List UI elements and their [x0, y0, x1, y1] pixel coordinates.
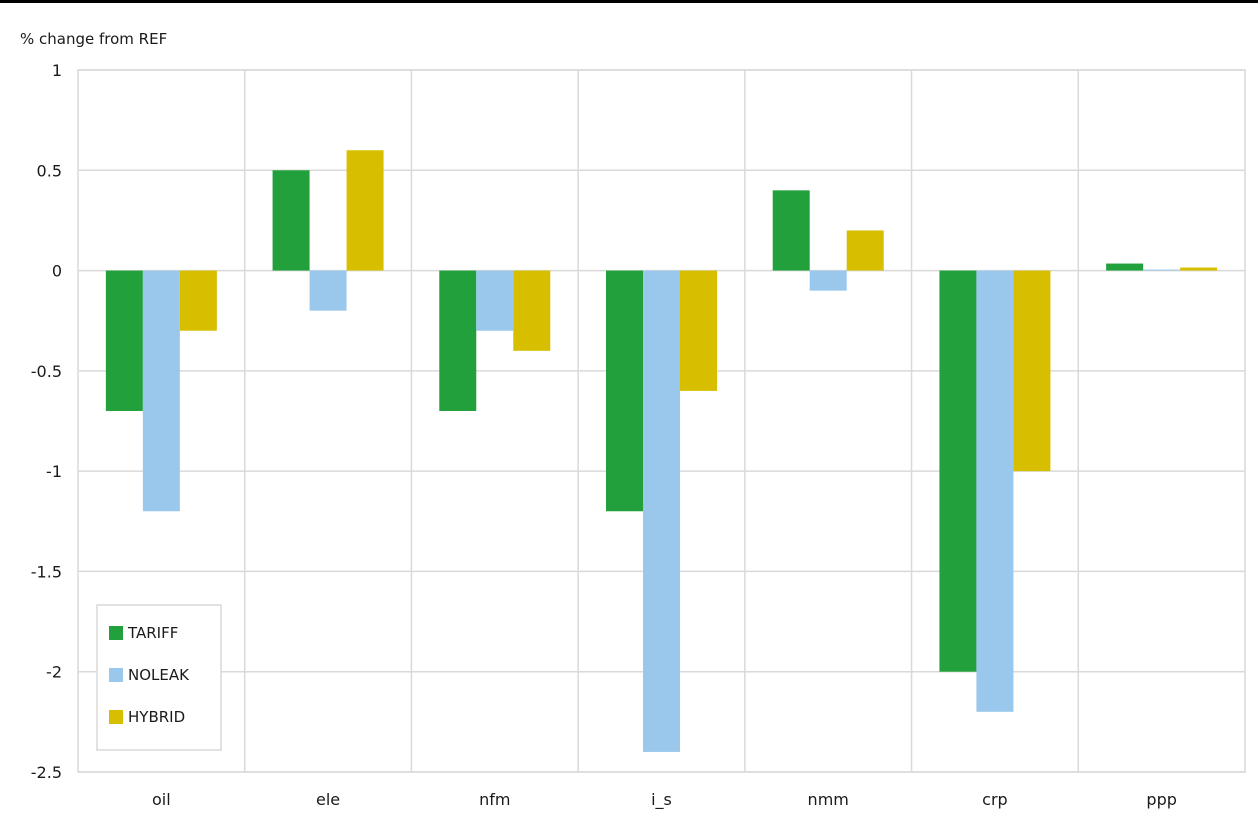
bar-tariff-ele	[272, 170, 310, 271]
x-tick-label: ele	[316, 790, 340, 809]
x-tick-labels: oil ele nfm i_s nmm crp ppp	[152, 790, 1177, 810]
bar-hybrid-nfm	[513, 270, 551, 351]
bar-hybrid-ele	[346, 150, 384, 271]
legend-label-hybrid: HYBRID	[128, 708, 185, 726]
legend-swatch-hybrid	[109, 710, 123, 724]
y-tick-label: -1	[46, 462, 62, 481]
legend-label-tariff: TARIFF	[127, 624, 178, 642]
y-tick-labels: 1 0.5 0 -0.5 -1 -1.5 -2 -2.5	[31, 61, 62, 782]
legend-swatch-noleak	[109, 668, 123, 682]
bar-noleak-crp	[976, 270, 1014, 712]
legend-swatch-tariff	[109, 626, 123, 640]
bar-noleak-nmm	[809, 270, 847, 291]
bar-hybrid-ppp	[1180, 267, 1218, 271]
y-tick-label: 1	[52, 61, 62, 80]
bar-hybrid-i-s	[680, 270, 717, 391]
y-axis-title: % change from REF	[20, 30, 167, 48]
bar-noleak-ele	[309, 270, 347, 311]
bars	[105, 150, 1218, 752]
bar-hybrid-oil	[179, 270, 217, 331]
x-tick-label: crp	[982, 790, 1008, 809]
y-tick-label: -2.5	[31, 763, 62, 782]
bar-hybrid-crp	[1013, 270, 1051, 472]
bar-tariff-oil	[105, 270, 143, 411]
y-tick-label: 0.5	[37, 161, 62, 180]
bar-tariff-nmm	[772, 190, 810, 271]
x-tick-label: oil	[152, 790, 171, 809]
legend-label-noleak: NOLEAK	[128, 666, 190, 684]
x-tick-label: nfm	[479, 790, 510, 809]
bar-tariff-nfm	[439, 270, 477, 411]
bar-tariff-ppp	[1106, 263, 1144, 271]
x-tick-label: ppp	[1146, 790, 1176, 809]
bar-hybrid-nmm	[846, 230, 884, 271]
y-tick-label: 0	[52, 262, 62, 281]
x-tick-label: i_s	[651, 790, 672, 810]
bar-tariff-i-s	[606, 270, 643, 512]
bar-noleak-ppp	[1143, 269, 1181, 271]
bar-noleak-nfm	[476, 270, 514, 331]
bar-tariff-crp	[939, 270, 977, 672]
top-rule	[0, 0, 1258, 3]
bar-noleak-i-s	[643, 270, 680, 752]
y-tick-label: -2	[46, 663, 62, 682]
x-tick-label: nmm	[808, 790, 849, 809]
y-tick-label: -0.5	[31, 362, 62, 381]
bar-noleak-oil	[142, 270, 180, 512]
legend: TARIFF NOLEAK HYBRID	[96, 604, 222, 751]
y-tick-label: -1.5	[31, 562, 62, 581]
